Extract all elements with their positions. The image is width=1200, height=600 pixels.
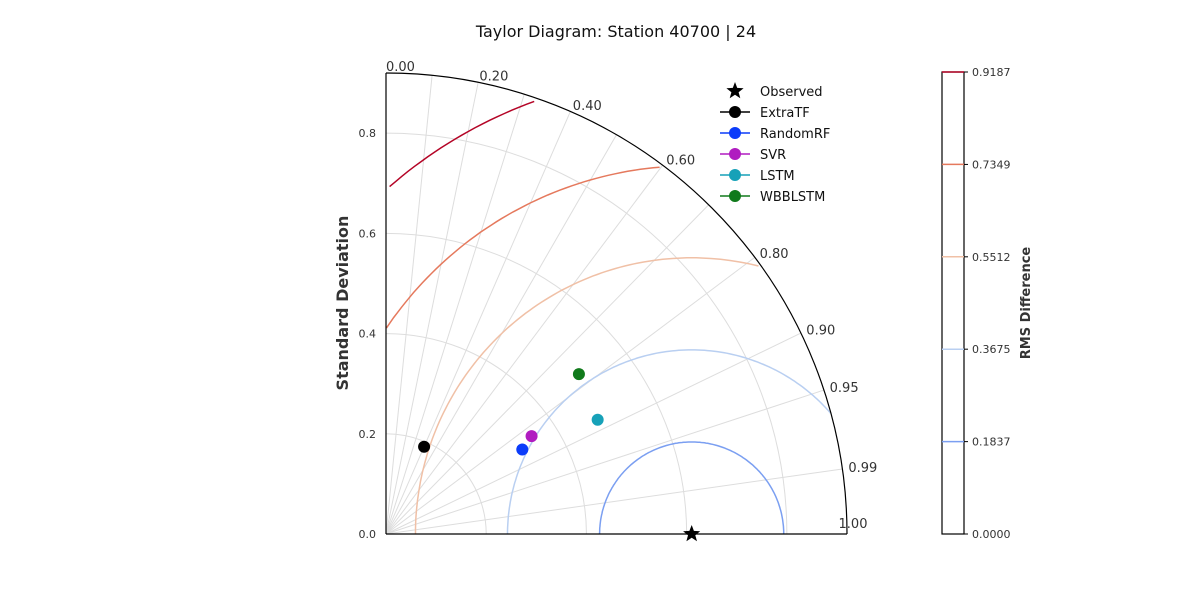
correlation-tick-label: 0.99 bbox=[848, 461, 877, 476]
correlation-grid-line bbox=[385, 468, 843, 535]
correlation-tick-label: 0.00 bbox=[386, 60, 415, 75]
rms-contour bbox=[506, 349, 832, 534]
correlation-tick-label: 0.40 bbox=[573, 99, 602, 114]
std-tick-label: 0.8 bbox=[359, 127, 377, 140]
point-svr bbox=[525, 430, 538, 443]
colorbar: 0.0000 0.1837 0.3675 0.5512 0.7349 0.9187 bbox=[941, 66, 1011, 541]
rms-contour bbox=[385, 166, 660, 329]
legend-marker-randomrf bbox=[729, 127, 741, 139]
rms-contours bbox=[385, 100, 832, 534]
legend-marker-extratf bbox=[729, 106, 741, 118]
std-grid-arc bbox=[385, 232, 688, 535]
legend-label-randomrf: RandomRF bbox=[760, 127, 830, 142]
colorbar-tick-label: 0.1837 bbox=[972, 436, 1011, 449]
data-points bbox=[418, 368, 701, 542]
correlation-tick-label: 1.00 bbox=[839, 517, 868, 532]
colorbar-tick-label: 0.5512 bbox=[972, 251, 1011, 264]
std-tick-label: 0.2 bbox=[359, 428, 377, 441]
correlation-grid-line bbox=[385, 82, 479, 535]
std-tick-label: 0.0 bbox=[359, 528, 377, 541]
point-randomrf bbox=[516, 443, 529, 456]
std-grid-arc bbox=[385, 333, 587, 535]
point-lstm bbox=[591, 413, 604, 426]
colorbar-tick-label: 0.9187 bbox=[972, 66, 1011, 79]
std-grid-arc bbox=[385, 132, 788, 535]
correlation-grid-line bbox=[385, 75, 433, 535]
correlation-grid-line bbox=[385, 332, 802, 535]
axes: 0.0 0.2 0.4 0.6 0.8 1.00 0.99 0.95 0.90 0.80 0.60 0… bbox=[359, 60, 878, 541]
correlation-grid-line bbox=[385, 111, 571, 535]
rms-contour bbox=[389, 100, 535, 188]
observed-reference-marker bbox=[683, 525, 701, 542]
legend-label-observed: Observed bbox=[760, 85, 823, 100]
colorbar-label: RMS Difference bbox=[1019, 247, 1034, 360]
colorbar-tick-label: 0.0000 bbox=[972, 528, 1011, 541]
colorbar-frame bbox=[941, 71, 965, 535]
point-extratf bbox=[418, 440, 431, 453]
legend-marker-wbblstm bbox=[729, 190, 741, 202]
correlation-tick-label: 0.80 bbox=[760, 247, 789, 262]
outer-arc bbox=[385, 72, 848, 535]
legend-label-extratf: ExtraTF bbox=[760, 106, 810, 121]
point-wbblstm bbox=[572, 368, 585, 381]
correlation-tick-label: 0.60 bbox=[666, 153, 695, 168]
legend-marker-observed bbox=[726, 82, 744, 99]
legend-label-lstm: LSTM bbox=[760, 169, 795, 184]
rms-contour bbox=[414, 257, 759, 534]
correlation-tick-label: 0.20 bbox=[479, 69, 508, 84]
correlation-tick-label: 0.90 bbox=[806, 323, 835, 338]
correlation-grid-line bbox=[385, 389, 825, 535]
std-grid-arc bbox=[385, 433, 487, 535]
chart-title: Taylor Diagram: Station 40700 | 24 bbox=[475, 22, 756, 41]
legend-label-svr: SVR bbox=[760, 148, 786, 163]
legend: Observed ExtraTF RandomRF SVR LSTM WBBLSTM bbox=[720, 82, 830, 205]
rms-contour bbox=[598, 441, 785, 534]
std-tick-label: 0.4 bbox=[359, 328, 377, 341]
legend-marker-svr bbox=[729, 148, 741, 160]
correlation-tick-label: 0.95 bbox=[830, 381, 859, 396]
legend-marker-lstm bbox=[729, 169, 741, 181]
legend-label-wbblstm: WBBLSTM bbox=[760, 190, 825, 205]
colorbar-tick-label: 0.7349 bbox=[972, 158, 1011, 171]
colorbar-tick-label: 0.3675 bbox=[972, 343, 1011, 356]
y-axis-label: Standard Deviation bbox=[333, 216, 352, 391]
grid-layer bbox=[385, 75, 843, 535]
correlation-grid-line bbox=[385, 94, 525, 535]
correlation-grid-line bbox=[385, 164, 663, 535]
std-tick-label: 0.6 bbox=[359, 227, 377, 240]
